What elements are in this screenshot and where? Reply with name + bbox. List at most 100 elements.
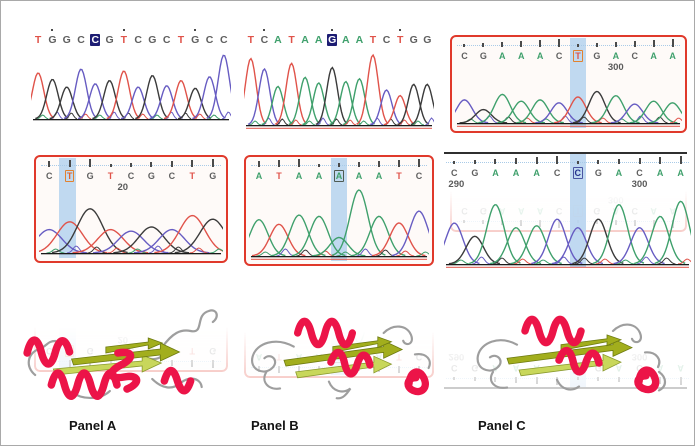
quality-tick	[298, 159, 300, 167]
trace-peak	[356, 53, 389, 125]
trace-noise	[207, 131, 220, 137]
base-letter: C	[382, 34, 391, 46]
highlight-band	[330, 158, 348, 261]
trace-noise	[472, 276, 491, 285]
base-letter: T	[569, 50, 588, 62]
ribbon-cartoon	[251, 317, 431, 400]
trace-noise	[36, 114, 49, 120]
trace-noise	[50, 131, 63, 140]
trace-peak	[261, 85, 294, 126]
trace-peak	[288, 76, 321, 126]
highlight-band	[569, 153, 586, 267]
trace-peak	[489, 226, 542, 265]
trace-noise	[472, 256, 491, 265]
trace-peak	[592, 203, 645, 264]
trace-noise	[276, 248, 295, 257]
trace-noise	[384, 137, 397, 145]
trace-noise	[93, 114, 106, 120]
trace-noise	[411, 120, 424, 126]
trace-noise	[677, 258, 691, 265]
loop	[413, 353, 431, 370]
trace-noise	[93, 131, 106, 137]
baseline-red	[250, 273, 428, 275]
quality-tick	[535, 157, 538, 164]
base-letter: T	[396, 34, 404, 46]
base-letter: A	[669, 51, 676, 61]
base-letter: A	[342, 34, 350, 46]
baseline	[456, 142, 681, 144]
base-letter: C	[168, 171, 176, 181]
base-letter: T	[396, 171, 402, 181]
base-letter: G	[105, 34, 114, 46]
trace-peak	[92, 230, 169, 254]
quality-tick	[257, 161, 260, 167]
trace-noise	[148, 273, 167, 282]
trace-noise	[262, 137, 275, 146]
trace-peak	[63, 68, 98, 120]
trace-plot	[455, 90, 682, 127]
quality-tick	[358, 162, 360, 167]
loop	[263, 370, 282, 390]
alpha-helix	[160, 366, 195, 395]
trace-noise	[425, 137, 434, 146]
baseline	[250, 256, 428, 258]
quality-tick	[679, 156, 682, 164]
trace-noise	[193, 131, 206, 138]
trace-peak	[77, 83, 112, 120]
trace-noise	[343, 119, 357, 126]
trace-plot	[444, 200, 691, 268]
quality-tick	[378, 161, 380, 167]
trace-noise	[276, 118, 289, 126]
quality-tick	[659, 157, 662, 164]
position-label: 20	[117, 182, 129, 193]
highlighted-base: G	[327, 34, 338, 46]
trace-peak	[554, 96, 602, 124]
trace-peak	[291, 215, 346, 257]
trace-peak	[371, 222, 426, 257]
trace-noise	[221, 111, 231, 120]
alpha-helix	[327, 348, 374, 378]
trace-noise	[79, 131, 92, 138]
quality-tick	[150, 162, 153, 167]
trace-noise	[330, 118, 343, 126]
trace-peak	[135, 75, 169, 120]
trace-noise	[150, 114, 163, 120]
trace-peak	[206, 54, 231, 119]
trace-noise	[492, 257, 511, 265]
trace-peak	[311, 236, 366, 257]
trace-noise	[657, 276, 676, 284]
trace-noise	[356, 248, 375, 257]
baseline-red	[446, 273, 689, 275]
trace-peak	[351, 215, 406, 257]
trace-peak	[478, 93, 527, 124]
loop	[476, 339, 519, 372]
quality-tick	[398, 160, 400, 167]
trace-noise	[575, 276, 594, 284]
base-letter: A	[677, 168, 684, 178]
baseline-red	[446, 266, 689, 268]
trace-noise	[371, 137, 384, 146]
base-letter: G	[148, 34, 157, 46]
base-letter: G	[409, 34, 418, 46]
trace-peak	[648, 102, 682, 124]
quality-tick	[614, 42, 617, 47]
position-label: 300	[607, 62, 624, 73]
trace-peak	[383, 94, 416, 126]
quality-ticks	[455, 39, 682, 50]
position-row: 20	[39, 182, 223, 193]
trace-noise	[169, 273, 188, 281]
trace-peak	[311, 276, 366, 297]
trace-peak	[274, 62, 308, 125]
base-letter: A	[315, 171, 323, 181]
base-letter: C	[205, 34, 214, 46]
trace-noise	[336, 251, 355, 257]
baseline-red	[250, 258, 428, 260]
base-letter: C	[451, 168, 458, 178]
trace-noise	[518, 143, 536, 150]
loop	[327, 380, 352, 400]
quality-tick	[463, 44, 466, 47]
trace-peak	[331, 189, 386, 256]
base-letter: A	[329, 170, 349, 182]
